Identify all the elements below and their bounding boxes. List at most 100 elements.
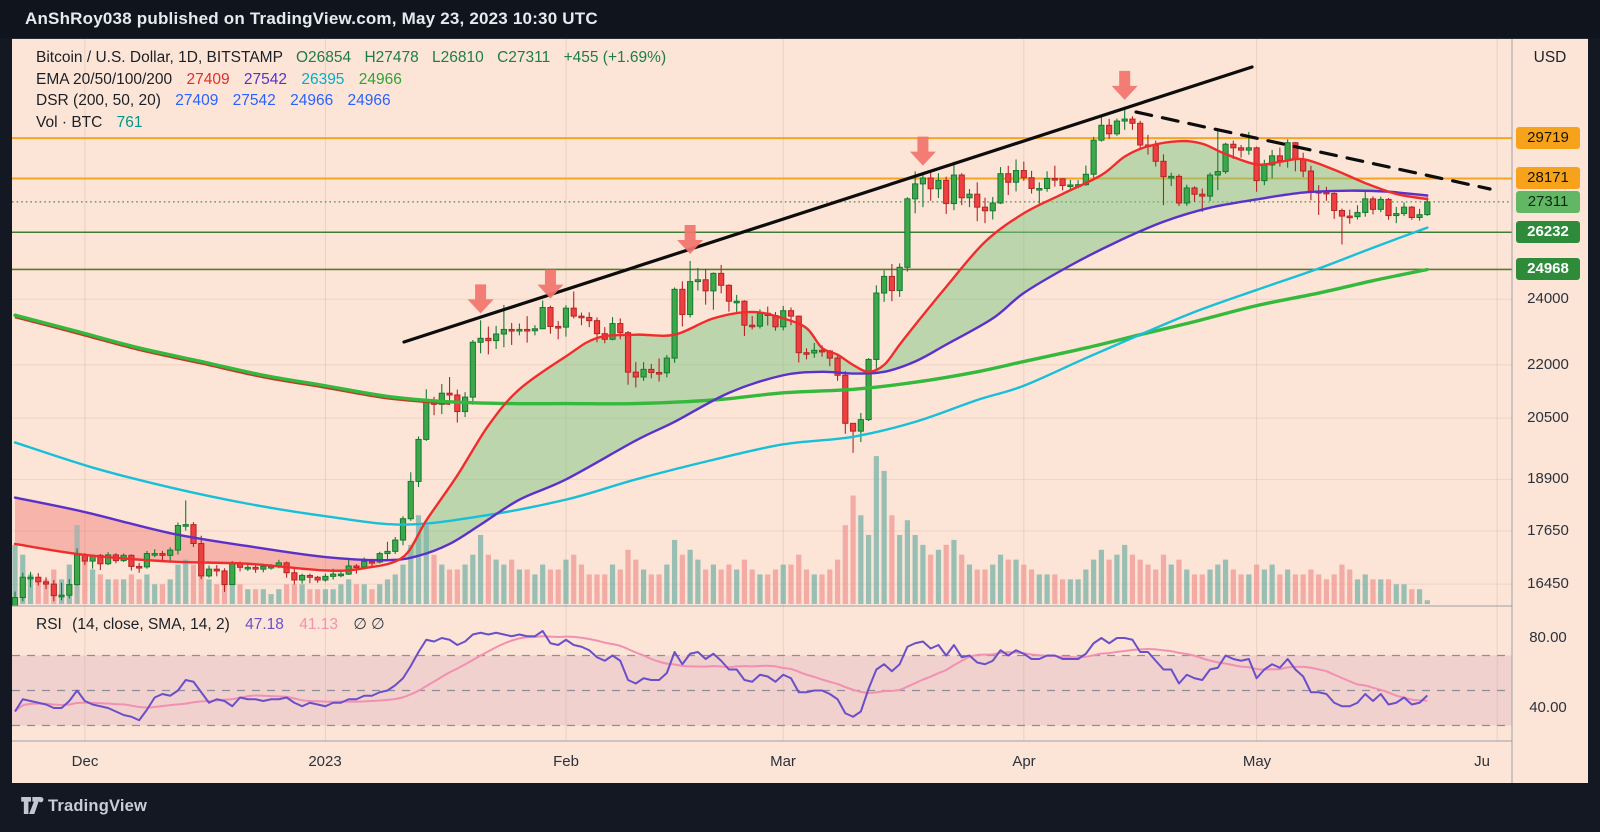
candle[interactable] — [1245, 147, 1252, 151]
candle[interactable] — [1113, 120, 1121, 135]
price-badge-29719[interactable]: 29719 — [1516, 127, 1580, 150]
candle[interactable] — [609, 323, 616, 340]
candle[interactable] — [291, 572, 298, 581]
candle[interactable] — [1331, 192, 1338, 211]
candle[interactable] — [555, 325, 562, 329]
candle[interactable] — [1036, 187, 1043, 191]
candle[interactable] — [136, 565, 143, 569]
candle[interactable] — [423, 400, 430, 440]
candle[interactable] — [1199, 193, 1206, 197]
candle[interactable] — [376, 553, 383, 563]
candle[interactable] — [966, 193, 973, 199]
candle[interactable] — [384, 550, 391, 555]
time-label-Mar[interactable]: Mar — [770, 753, 796, 770]
candle[interactable] — [1284, 142, 1291, 162]
candle[interactable] — [687, 281, 694, 316]
candle[interactable] — [392, 539, 399, 552]
candle[interactable] — [500, 328, 507, 335]
candle[interactable] — [1416, 214, 1423, 219]
candle[interactable] — [904, 198, 911, 268]
candle[interactable] — [1230, 143, 1237, 149]
candle[interactable] — [718, 272, 725, 286]
candle[interactable] — [803, 352, 810, 355]
candle[interactable] — [1106, 124, 1113, 135]
candle[interactable] — [407, 480, 414, 520]
candle[interactable] — [679, 288, 686, 316]
candle[interactable] — [66, 584, 73, 596]
candle[interactable] — [857, 419, 864, 432]
time-label-Feb[interactable]: Feb — [553, 753, 579, 770]
candle[interactable] — [105, 554, 112, 565]
candle[interactable] — [1369, 198, 1377, 210]
candle[interactable] — [469, 341, 476, 398]
chart-canvas[interactable] — [12, 39, 1588, 784]
candle[interactable] — [399, 518, 407, 541]
candle[interactable] — [1175, 175, 1183, 204]
candle[interactable] — [461, 396, 469, 413]
candle[interactable] — [1121, 118, 1128, 122]
candle[interactable] — [1082, 173, 1089, 186]
time-label-May[interactable]: May — [1242, 753, 1272, 770]
time-label-Dec[interactable]: Dec — [71, 753, 99, 770]
candle[interactable] — [1300, 158, 1307, 172]
candle[interactable] — [1354, 211, 1361, 218]
candle[interactable] — [1090, 139, 1097, 175]
candle[interactable] — [1237, 147, 1245, 151]
time-label-Apr[interactable]: Apr — [1012, 753, 1036, 770]
candle[interactable] — [299, 574, 306, 581]
candle[interactable] — [617, 323, 624, 334]
candle[interactable] — [151, 553, 158, 556]
candle[interactable] — [1338, 209, 1346, 217]
candle[interactable] — [1206, 174, 1214, 197]
candle[interactable] — [1043, 178, 1051, 189]
time-label-Ju[interactable]: Ju — [1474, 753, 1490, 770]
candle[interactable] — [725, 284, 733, 302]
candle[interactable] — [640, 368, 647, 378]
candle[interactable] — [974, 193, 981, 208]
candle[interactable] — [27, 576, 34, 580]
candle[interactable] — [547, 307, 554, 327]
candle[interactable] — [493, 333, 500, 342]
candle[interactable] — [881, 275, 888, 294]
candle[interactable] — [221, 570, 228, 586]
candle[interactable] — [694, 279, 701, 283]
candle[interactable] — [849, 422, 857, 432]
candle[interactable] — [927, 177, 934, 190]
candle[interactable] — [508, 328, 515, 332]
candle[interactable] — [337, 573, 345, 577]
candle[interactable] — [958, 174, 965, 199]
time-axis[interactable]: Dec 2023 Feb Mar Apr May Ju — [12, 741, 1512, 784]
candle[interactable] — [205, 568, 213, 577]
candle[interactable] — [1222, 143, 1229, 173]
candle[interactable] — [485, 337, 492, 342]
candle[interactable] — [539, 307, 546, 330]
candle[interactable] — [330, 573, 337, 577]
candle[interactable] — [1393, 213, 1400, 217]
candle[interactable] — [167, 549, 174, 556]
candle[interactable] — [1261, 164, 1268, 182]
candle[interactable] — [368, 561, 376, 564]
candle[interactable] — [811, 349, 818, 354]
candle[interactable] — [516, 328, 523, 332]
candle[interactable] — [1160, 160, 1167, 178]
trendlines[interactable] — [402, 65, 1492, 344]
candle[interactable] — [159, 553, 166, 556]
candle[interactable] — [655, 371, 663, 375]
candle[interactable] — [1137, 122, 1144, 146]
candle[interactable] — [570, 307, 577, 317]
candle[interactable] — [1028, 177, 1035, 189]
candle[interactable] — [1424, 201, 1431, 216]
candle[interactable] — [896, 266, 903, 292]
candle[interactable] — [834, 357, 841, 376]
candle[interactable] — [1377, 198, 1384, 210]
candle[interactable] — [361, 561, 368, 568]
candle[interactable] — [593, 320, 601, 335]
volume-label[interactable]: Vol · BTC — [36, 113, 103, 131]
candle[interactable] — [19, 576, 26, 599]
candle[interactable] — [950, 174, 958, 205]
candle[interactable] — [935, 179, 942, 190]
price-axis[interactable]: 24000 22000 20500 18900 17650 16450 29719 28171… — [1512, 39, 1588, 784]
candle[interactable] — [244, 566, 251, 570]
candle[interactable] — [578, 315, 585, 319]
candle[interactable] — [756, 312, 764, 327]
